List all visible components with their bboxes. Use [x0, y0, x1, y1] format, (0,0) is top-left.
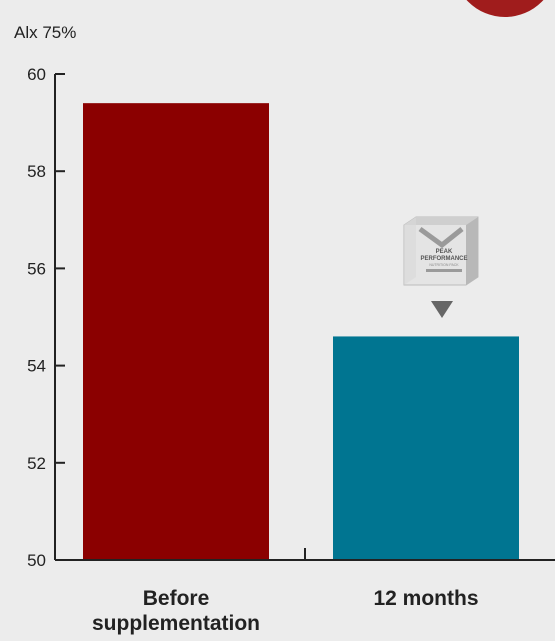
y-tick-label: 54 [27, 357, 46, 376]
y-tick-label: 56 [27, 259, 46, 278]
y-tick-label: 50 [27, 551, 46, 570]
x-tick-label-line: supplementation [92, 612, 260, 635]
x-tick-label-line: 12 months [373, 587, 478, 610]
category-labels: Before supplementation 12 months [92, 587, 479, 635]
x-tick-label: 12 months [373, 587, 478, 610]
pack-line2: PERFORMANCE [420, 256, 467, 262]
product-pack-icon: PEAK PERFORMANCE NUTRITION PACK [403, 216, 479, 286]
y-tick-label: 60 [27, 65, 46, 84]
corner-decoration [466, 0, 544, 17]
bars [83, 103, 519, 560]
pack-line3: NUTRITION PACK [429, 263, 459, 267]
pack-line1: PEAK [436, 249, 453, 255]
x-tick-label-line: Before [143, 587, 210, 610]
down-arrow-icon [431, 301, 453, 318]
x-axis [55, 548, 555, 561]
bar-2 [333, 336, 519, 560]
bar-1 [83, 103, 269, 560]
y-axis: 50 52 54 56 58 60 [27, 65, 65, 570]
x-tick-label: Before supplementation [92, 587, 260, 635]
y-tick-label: 52 [27, 454, 46, 473]
y-axis-label: Alx 75% [14, 23, 76, 42]
y-tick-label: 58 [27, 162, 46, 181]
